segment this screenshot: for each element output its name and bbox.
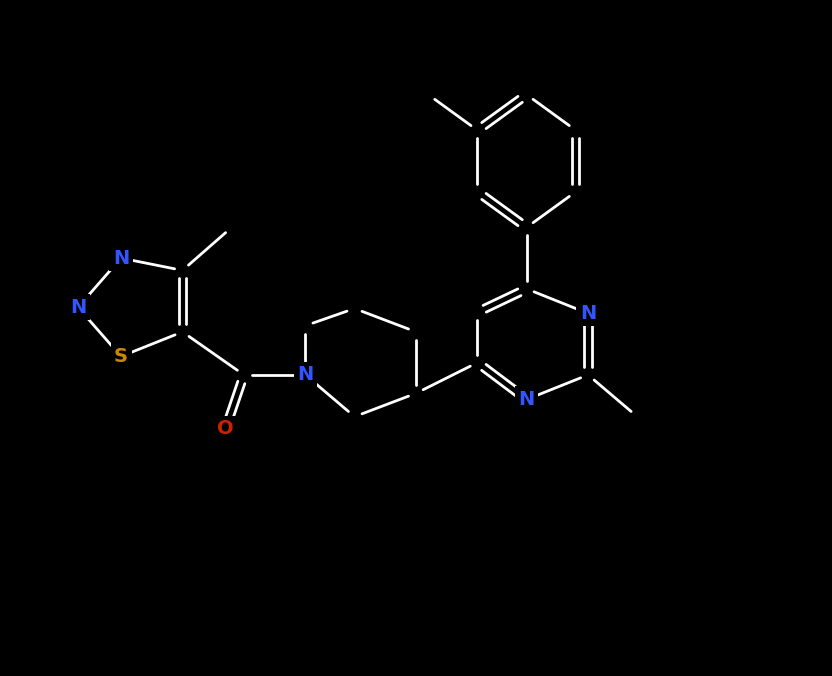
Text: N: N xyxy=(580,304,597,323)
Text: S: S xyxy=(114,347,128,366)
Text: N: N xyxy=(113,249,129,268)
Text: N: N xyxy=(518,390,535,409)
Text: O: O xyxy=(217,419,234,439)
Text: N: N xyxy=(297,365,314,385)
Text: N: N xyxy=(70,297,87,317)
